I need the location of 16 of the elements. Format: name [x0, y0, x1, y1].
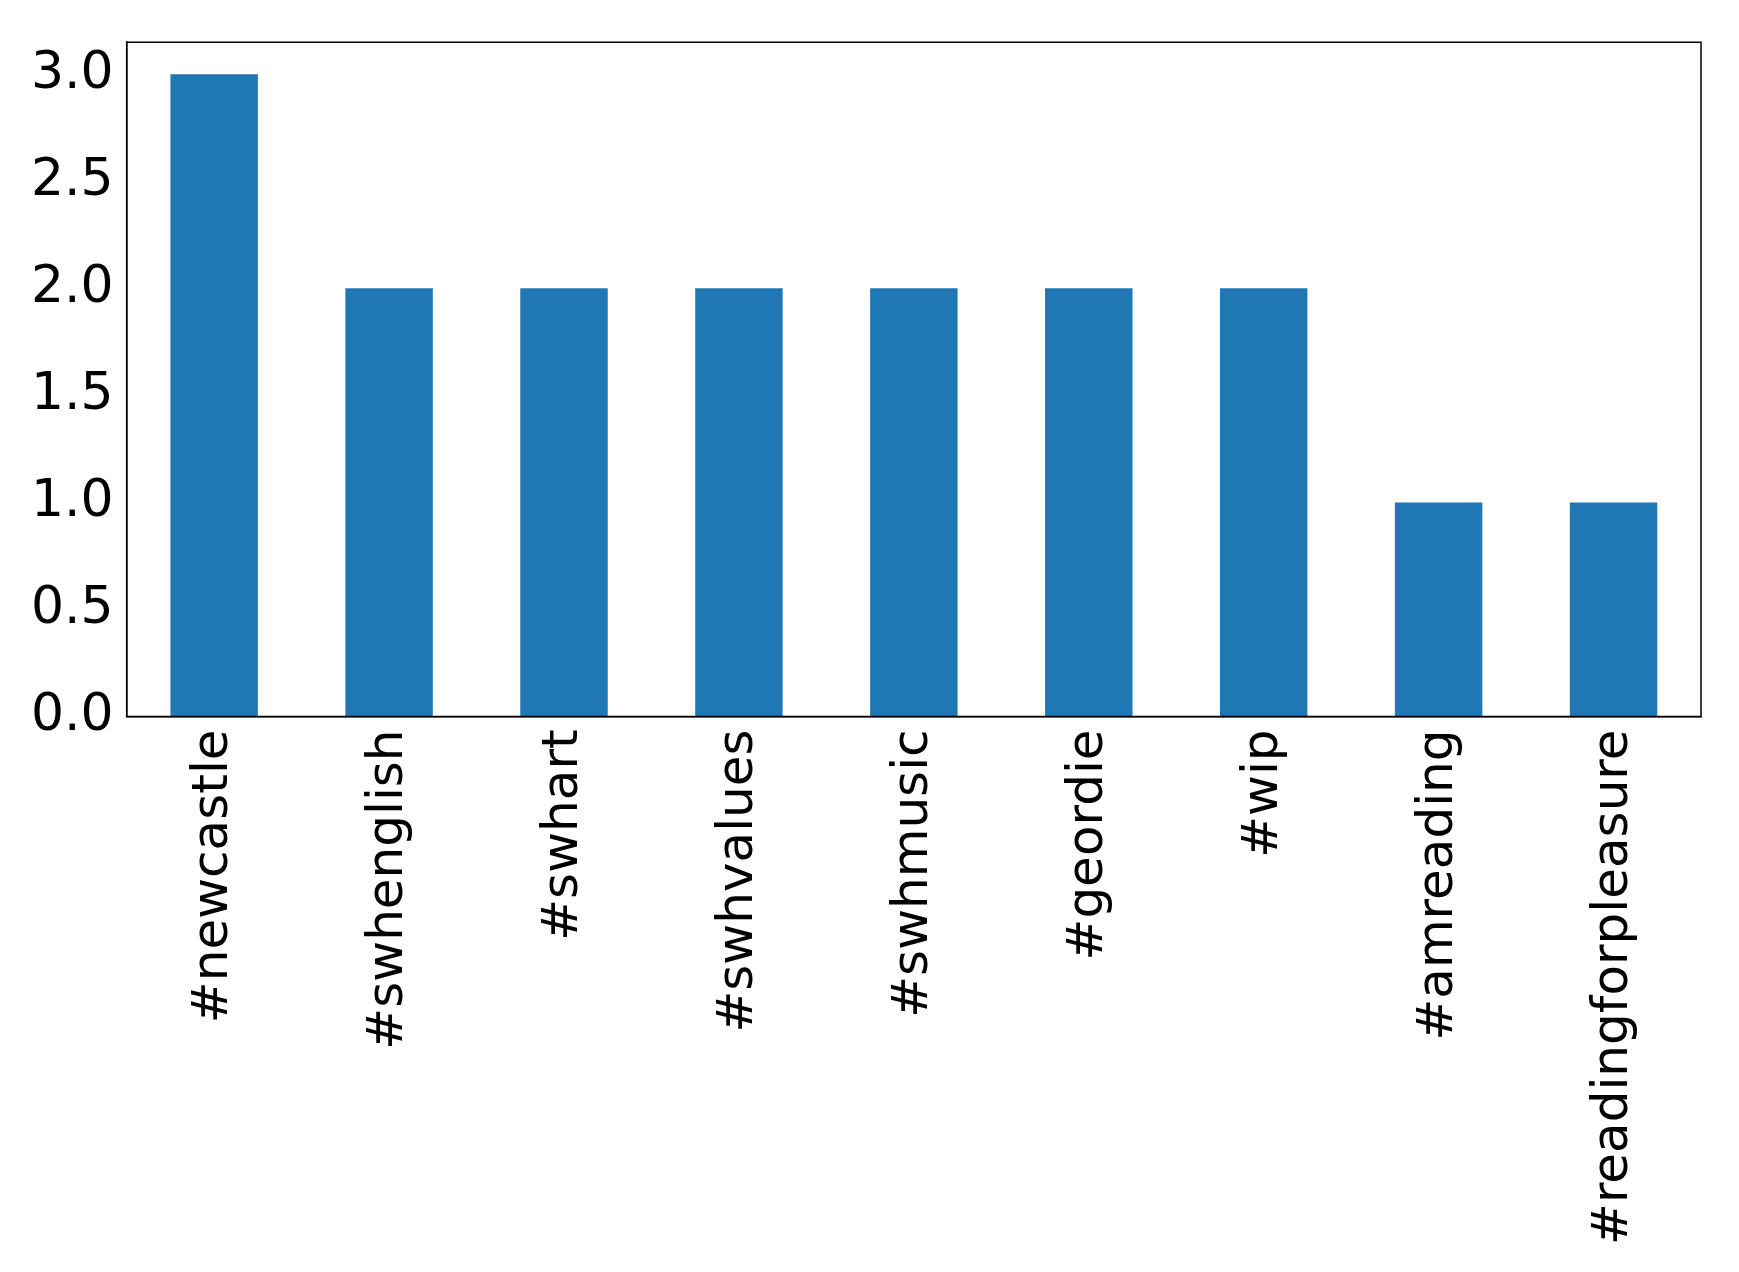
x-tick-label: #swhvalues — [705, 729, 764, 1033]
y-tick-label: 0.5 — [30, 574, 114, 635]
x-tick-label: #newcastle — [181, 729, 240, 1024]
x-tick-label: #swhmusic — [880, 729, 939, 1018]
x-tick-label: #swhart — [530, 729, 589, 941]
y-tick-label: 3.0 — [30, 39, 114, 100]
y-tick-label: 2.5 — [30, 146, 114, 207]
x-tick-label: #wip — [1230, 729, 1289, 858]
y-tick-label: 2.0 — [30, 253, 114, 314]
x-tick-label: #geordie — [1055, 729, 1114, 961]
x-tick-label: #amreading — [1405, 729, 1464, 1041]
y-tick-label: 1.0 — [30, 467, 114, 528]
y-tick-label: 0.0 — [30, 681, 114, 742]
x-tick-label: #readingforpleasure — [1580, 729, 1639, 1246]
y-tick-label: 1.5 — [30, 360, 114, 421]
x-tick-label: #swhenglish — [356, 729, 415, 1050]
